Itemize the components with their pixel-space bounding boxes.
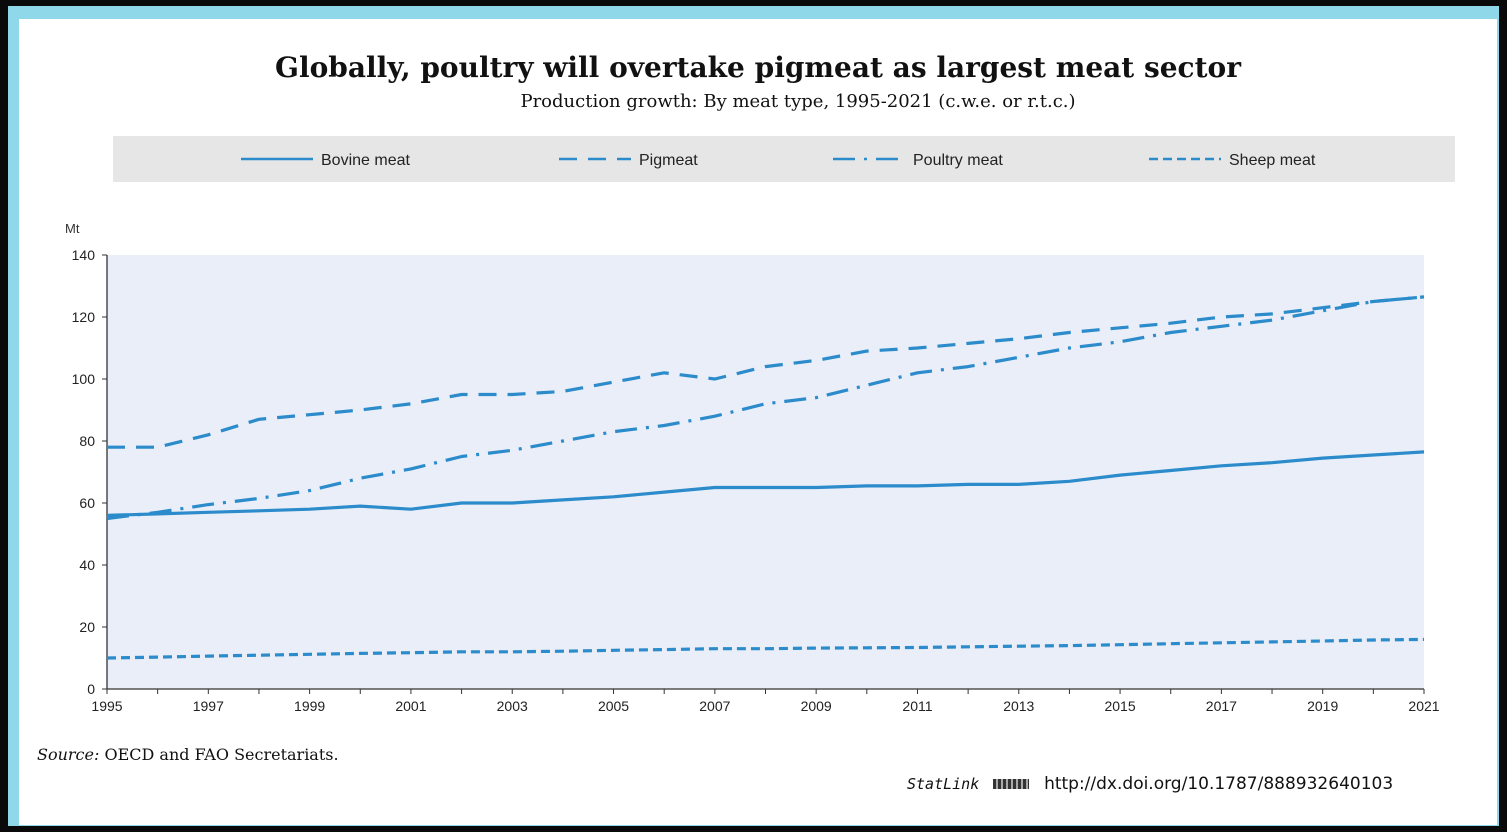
y-tick-label: 120: [72, 309, 96, 325]
x-tick-label: 2015: [1104, 698, 1135, 714]
y-tick-label: 0: [87, 681, 95, 697]
statlink-url[interactable]: http://dx.doi.org/10.1787/888932640103: [1044, 774, 1394, 794]
x-tick-label: 2017: [1206, 698, 1237, 714]
y-tick-label: 40: [79, 557, 95, 573]
plot-area: [107, 255, 1424, 689]
source-note: Source: OECD and FAO Secretariats.: [37, 745, 339, 764]
source-text: OECD and FAO Secretariats.: [104, 745, 339, 764]
x-tick-label: 2003: [497, 698, 528, 714]
legend-band: [113, 136, 1455, 182]
statlink: StatLink http://dx.doi.org/10.1787/88893…: [907, 774, 1393, 794]
statlink-logo-icon: [992, 779, 1029, 789]
line-chart: Bovine meat Pigmeat Poultry meat Sheep meat…: [65, 136, 1455, 714]
x-tick-label: 1997: [193, 698, 224, 714]
y-tick-label: 80: [79, 433, 95, 449]
x-tick-label: 2005: [598, 698, 629, 714]
x-tick-label: 2009: [801, 698, 832, 714]
legend-label-4: Sheep meat: [1229, 152, 1316, 169]
y-tick-label: 140: [72, 247, 96, 263]
chart-subtitle: Production growth: By meat type, 1995-20…: [520, 91, 1076, 112]
x-tick-label: 2007: [699, 698, 730, 714]
statlink-label: StatLink: [907, 775, 980, 793]
legend-label-3: Poultry meat: [913, 152, 1003, 169]
x-tick-label: 1999: [294, 698, 325, 714]
y-tick-label: 100: [72, 371, 96, 387]
y-tick-label: 20: [79, 619, 95, 635]
y-tick-label: 60: [79, 495, 95, 511]
legend-label-2: Pigmeat: [639, 152, 698, 169]
x-tick-label: 2013: [1003, 698, 1034, 714]
x-tick-label: 2001: [395, 698, 426, 714]
x-tick-label: 2021: [1408, 698, 1439, 714]
x-tick-label: 2011: [902, 698, 932, 714]
legend-label-1: Bovine meat: [321, 152, 410, 169]
series-line-3: [106, 295, 1425, 521]
chart-title: Globally, poultry will overtake pigmeat …: [275, 51, 1241, 84]
x-tick-label: 2019: [1307, 698, 1338, 714]
x-tick-label: 1995: [91, 698, 122, 714]
chart-panel: Globally, poultry will overtake pigmeat …: [19, 19, 1497, 825]
y-axis-label: Mt: [65, 221, 80, 236]
source-prefix: Source:: [37, 745, 100, 764]
